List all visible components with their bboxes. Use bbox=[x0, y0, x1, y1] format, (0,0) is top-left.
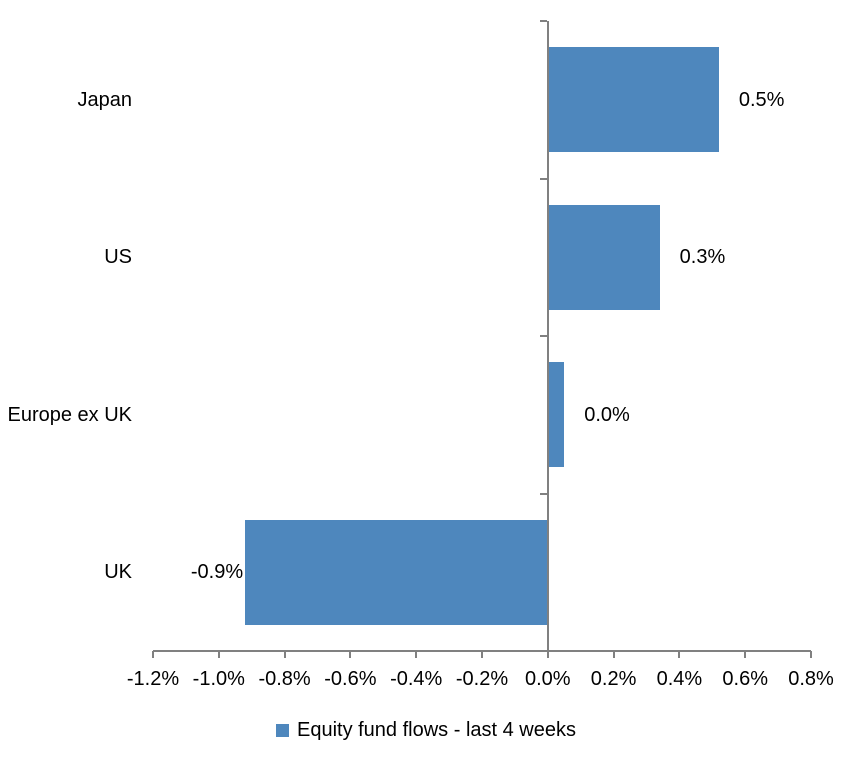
x-tick-label: -0.2% bbox=[455, 668, 509, 690]
x-tick bbox=[744, 651, 747, 658]
x-tick bbox=[546, 651, 549, 658]
bar-uk bbox=[245, 519, 548, 625]
category-label-europe-ex-uk: Europe ex UK bbox=[7, 403, 132, 426]
bar-europe-ex-uk bbox=[547, 362, 565, 468]
x-tick bbox=[349, 651, 352, 658]
x-tick bbox=[217, 651, 220, 658]
category-label-us: US bbox=[104, 246, 132, 269]
x-tick-label: 0.8% bbox=[788, 668, 834, 690]
x-tick bbox=[612, 651, 615, 658]
y-tick bbox=[539, 492, 547, 495]
x-tick bbox=[283, 651, 286, 658]
value-label-us: 0.3% bbox=[679, 246, 726, 269]
x-tick-label: -0.4% bbox=[390, 668, 443, 690]
x-tick bbox=[415, 651, 418, 658]
x-tick bbox=[810, 651, 812, 658]
legend: Equity fund flows - last 4 weeks bbox=[0, 716, 852, 744]
x-tick-label: 0.2% bbox=[590, 668, 637, 690]
x-tick-label: -0.6% bbox=[324, 668, 377, 690]
x-tick-label: -1.2% bbox=[126, 668, 180, 690]
y-tick bbox=[539, 177, 547, 180]
x-tick-label: 0.0% bbox=[525, 668, 571, 690]
x-tick bbox=[481, 651, 483, 658]
category-label-japan: Japan bbox=[77, 88, 133, 111]
value-label-japan: 0.5% bbox=[738, 88, 785, 111]
bar-us bbox=[547, 204, 660, 310]
y-tick bbox=[539, 20, 547, 22]
legend-label: Equity fund flows - last 4 weeks bbox=[296, 719, 576, 741]
y-tick bbox=[539, 335, 547, 337]
category-label-uk: UK bbox=[104, 561, 132, 584]
bar-japan bbox=[547, 47, 719, 153]
legend-swatch bbox=[275, 723, 289, 737]
x-tick bbox=[678, 651, 681, 658]
x-tick-label: 0.6% bbox=[722, 668, 768, 690]
value-label-uk: -0.9% bbox=[190, 561, 244, 584]
x-tick bbox=[152, 651, 154, 658]
value-label-europe-ex-uk: 0.0% bbox=[584, 403, 630, 426]
x-tick-label: -1.0% bbox=[192, 668, 245, 690]
y-axis-line bbox=[546, 21, 549, 651]
x-tick-label: 0.4% bbox=[656, 668, 703, 690]
x-tick-label: -0.8% bbox=[258, 668, 311, 690]
